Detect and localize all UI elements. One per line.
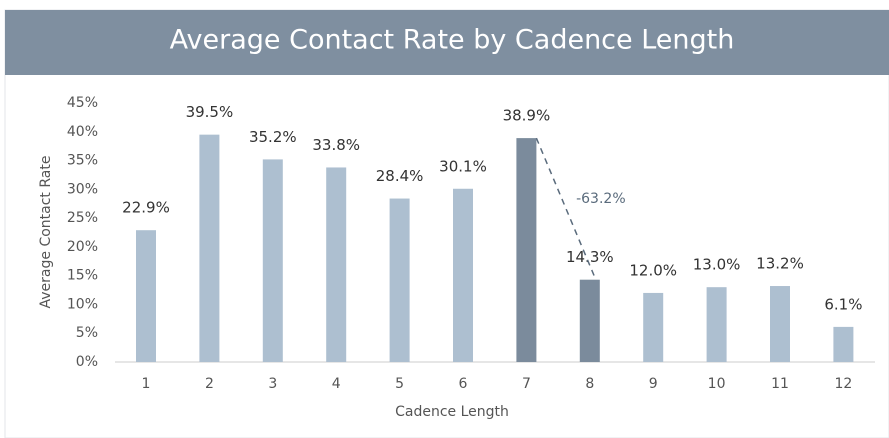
card (4, 9, 889, 438)
bar (262, 159, 283, 362)
annotation: -63.2% (576, 191, 626, 207)
bar (770, 286, 790, 362)
bar (199, 134, 220, 362)
y-tick-label: 15% (67, 268, 98, 284)
bar (136, 230, 156, 362)
bar (389, 198, 410, 362)
bar (833, 326, 854, 362)
value-label: 14.3% (566, 248, 614, 266)
value-label: 22.9% (122, 199, 170, 217)
y-tick-label: 40% (67, 124, 98, 140)
bar (516, 138, 537, 362)
y-tick-label: 5% (76, 325, 98, 341)
value-label: 13.2% (756, 255, 804, 273)
value-label: 28.4% (376, 167, 424, 185)
x-tick-label: 6 (459, 376, 468, 392)
x-tick-label: 9 (649, 376, 658, 392)
x-tick-label: 11 (771, 376, 789, 392)
x-tick-label: 10 (708, 376, 726, 392)
x-tick-label: 2 (205, 376, 214, 392)
y-tick-label: 25% (67, 210, 98, 226)
title-banner (5, 10, 889, 75)
value-label: 12.0% (629, 261, 677, 279)
bar (453, 188, 473, 362)
y-tick-label: 0% (76, 354, 98, 370)
value-label: 38.9% (503, 107, 551, 125)
x-tick-label: 1 (142, 376, 151, 392)
x-tick-label: 8 (585, 376, 594, 392)
value-label: 6.1% (824, 295, 862, 313)
value-label: 13.0% (693, 256, 741, 274)
y-tick-label: 20% (67, 239, 98, 255)
bar (706, 287, 727, 362)
x-tick-label: 7 (522, 376, 531, 392)
x-tick-label: 5 (395, 376, 404, 392)
bar (643, 292, 664, 362)
value-label: 39.5% (186, 103, 234, 121)
x-tick-label: 4 (332, 376, 341, 392)
x-tick-label: 3 (268, 376, 277, 392)
x-axis-label: Cadence Length (395, 404, 509, 420)
bar (326, 167, 347, 362)
y-tick-label: 45% (67, 95, 98, 111)
annotation-line (535, 137, 597, 280)
value-label: 33.8% (312, 136, 360, 154)
x-tick-label: 12 (834, 376, 852, 392)
y-tick-label: 35% (67, 153, 98, 169)
value-label: 35.2% (249, 128, 297, 146)
chart-title: Average Contact Rate by Cadence Length (170, 25, 735, 56)
y-tick-label: 10% (67, 296, 98, 312)
bar (579, 279, 600, 362)
y-tick-label: 30% (67, 181, 98, 197)
y-axis-label: Average Contact Rate (38, 156, 54, 309)
value-label: 30.1% (439, 157, 487, 175)
